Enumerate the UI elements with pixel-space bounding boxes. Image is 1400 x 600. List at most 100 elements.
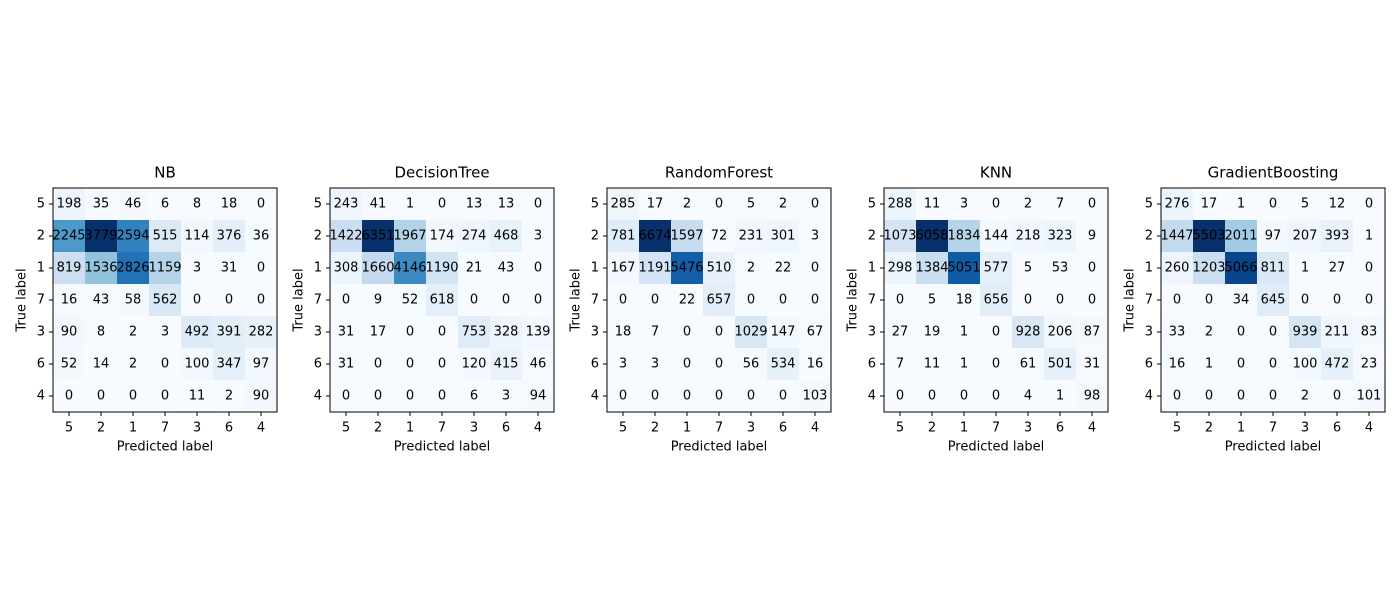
cell-label: 21 [466, 261, 483, 276]
cell [1225, 188, 1258, 221]
cell-label: 328 [494, 325, 519, 340]
cell-label: 231 [739, 229, 764, 244]
cell-label: 43 [498, 261, 515, 276]
cell-label: 298 [888, 261, 913, 276]
cell [117, 252, 150, 285]
cell [767, 380, 800, 413]
cell [245, 252, 278, 285]
cell [735, 220, 768, 253]
y-tick-label: 7 [314, 293, 322, 308]
y-tick-label: 3 [868, 325, 876, 340]
cell [490, 316, 523, 349]
cell [1289, 380, 1322, 413]
cell-label: 0 [683, 389, 691, 404]
cell [330, 316, 363, 349]
cell [948, 316, 981, 349]
cell-label: 9 [374, 293, 382, 308]
cell [1076, 348, 1109, 381]
cell [394, 284, 427, 317]
cell [1289, 348, 1322, 381]
cell-label: 0 [619, 389, 627, 404]
cell [245, 316, 278, 349]
cell [884, 380, 917, 413]
cell [980, 380, 1013, 413]
cell [1257, 252, 1290, 285]
cell-label: 0 [1365, 261, 1373, 276]
cell-label: 260 [1165, 261, 1190, 276]
cell-label: 0 [342, 293, 350, 308]
cell-label: 22 [775, 261, 792, 276]
cell-label: 1190 [425, 261, 458, 276]
x-tick-label: 2 [1205, 421, 1213, 436]
cell-label: 6058 [915, 229, 948, 244]
cell [607, 348, 640, 381]
cell-label: 18 [221, 197, 238, 212]
cell-label: 6 [470, 389, 478, 404]
cell [117, 188, 150, 221]
cell [1076, 220, 1109, 253]
cell-label: 0 [1269, 325, 1277, 340]
cell [85, 316, 118, 349]
cell [426, 220, 459, 253]
x-tick-label: 7 [715, 421, 723, 436]
cell-label: 0 [1237, 325, 1245, 340]
cell-label: 3 [651, 357, 659, 372]
cell-label: 1447 [1160, 229, 1193, 244]
cell [1193, 220, 1226, 253]
cell [799, 252, 832, 285]
cell-label: 2 [747, 261, 755, 276]
cell-label: 5503 [1192, 229, 1225, 244]
cell [490, 188, 523, 221]
y-tick-label: 3 [1145, 325, 1153, 340]
cell [767, 348, 800, 381]
cell [1076, 252, 1109, 285]
cell [245, 348, 278, 381]
cell-label: 2 [129, 357, 137, 372]
cell [149, 220, 182, 253]
cell [330, 284, 363, 317]
cell [245, 380, 278, 413]
cell [1161, 316, 1194, 349]
cell [1257, 220, 1290, 253]
y-tick-label: 1 [1145, 261, 1153, 276]
cell-label: 6351 [361, 229, 394, 244]
cell-label: 0 [470, 293, 478, 308]
cell-label: 501 [1048, 357, 1073, 372]
cell-label: 0 [438, 357, 446, 372]
cell-label: 781 [611, 229, 636, 244]
cell-label: 645 [1261, 293, 1286, 308]
cell-label: 308 [334, 261, 359, 276]
cell-label: 13 [498, 197, 515, 212]
cell [245, 220, 278, 253]
cell-label: 31 [1084, 357, 1101, 372]
cell-label: 0 [992, 197, 1000, 212]
cell-label: 347 [217, 357, 242, 372]
x-tick-label: 6 [779, 421, 787, 436]
cell [117, 348, 150, 381]
cell [799, 348, 832, 381]
cell [639, 284, 672, 317]
cell [362, 348, 395, 381]
x-tick-label: 7 [1269, 421, 1277, 436]
x-tick-label: 3 [1024, 421, 1032, 436]
cell [884, 316, 917, 349]
cell-label: 0 [534, 293, 542, 308]
cell-label: 16 [61, 293, 78, 308]
y-tick-label: 6 [591, 357, 599, 372]
cell [394, 348, 427, 381]
cell [394, 220, 427, 253]
cell [703, 316, 736, 349]
cell-label: 2 [1205, 325, 1213, 340]
y-tick-label: 2 [37, 229, 45, 244]
y-tick-label: 3 [37, 325, 45, 340]
cell [703, 348, 736, 381]
cell [213, 188, 246, 221]
cell [149, 380, 182, 413]
cell-label: 1536 [84, 261, 117, 276]
cell [490, 252, 523, 285]
cell-label: 753 [462, 325, 487, 340]
cell-label: 0 [438, 197, 446, 212]
cell-label: 1 [406, 197, 414, 212]
cell-label: 198 [57, 197, 82, 212]
